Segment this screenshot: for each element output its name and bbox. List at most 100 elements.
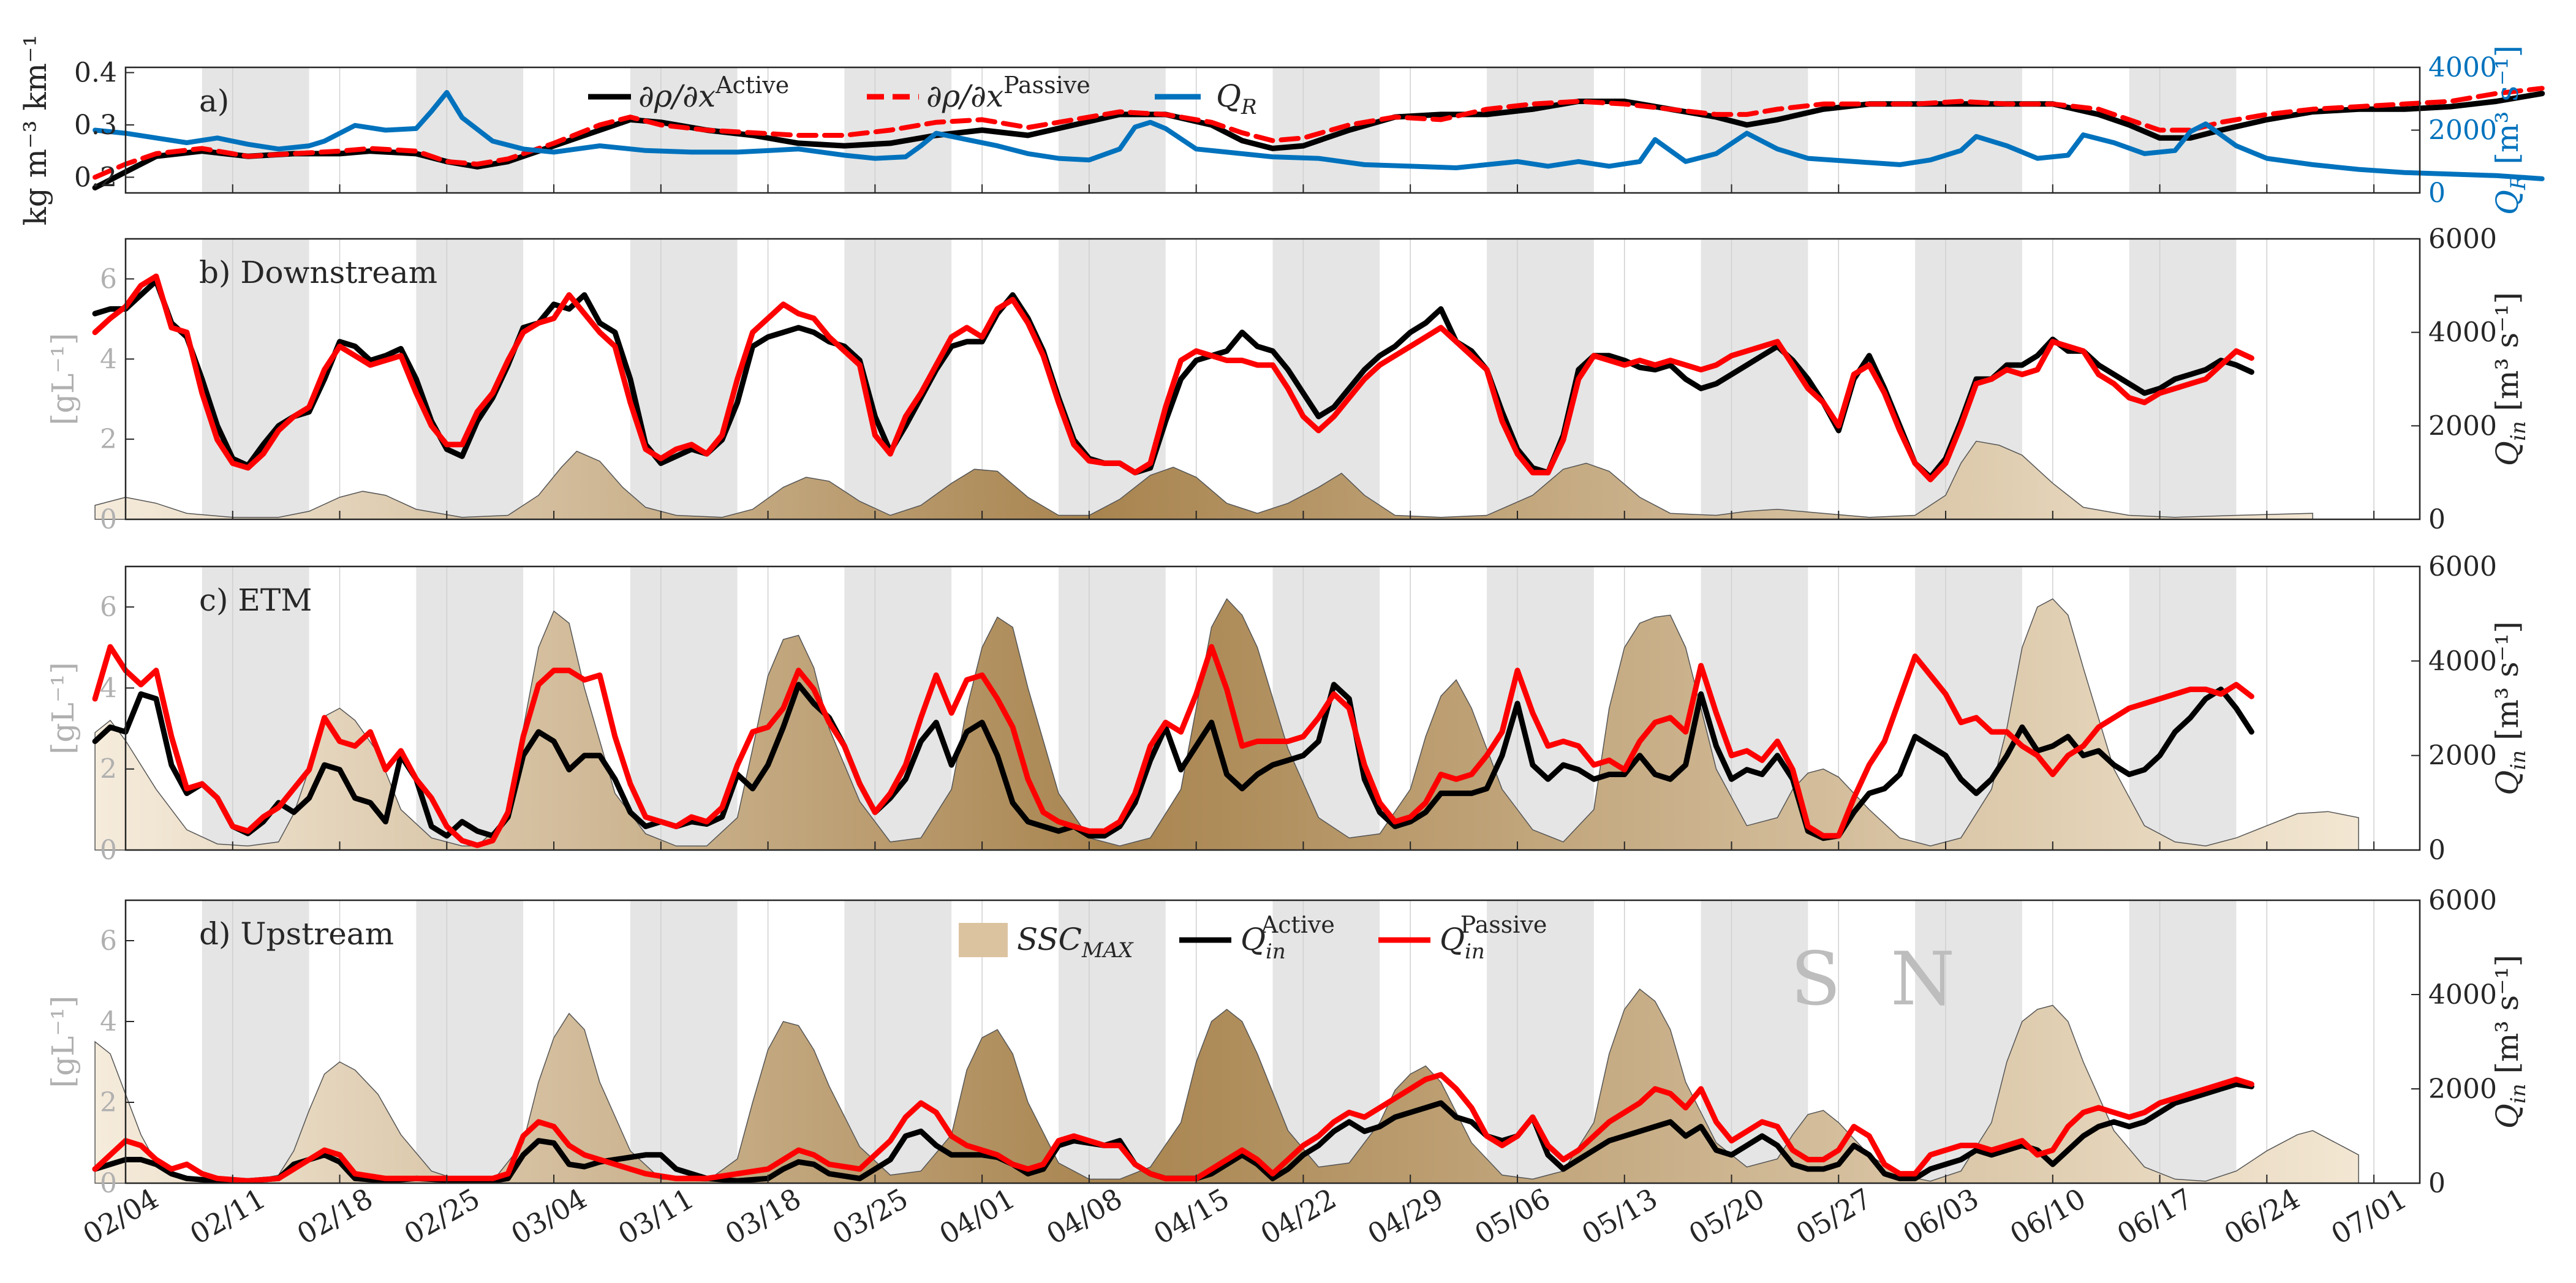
x-tick-label: 03/04 [505, 1182, 592, 1251]
y-tick-label-left: 0 [100, 504, 117, 535]
shade-band [202, 900, 309, 1183]
shade-band [416, 67, 524, 193]
y-tick-label-left: 2 [100, 754, 117, 785]
x-tick-label: 05/27 [1790, 1182, 1877, 1251]
y-tick-label-left: 2 [100, 424, 117, 455]
panel-title: c) ETM [199, 582, 312, 618]
shade-band [1272, 67, 1380, 193]
x-tick-label: 05/06 [1469, 1182, 1556, 1251]
ssc-max-area [94, 598, 2359, 851]
shade-band [630, 566, 738, 850]
shade-band [1701, 67, 1808, 193]
shade-band [844, 67, 952, 193]
shade-band [1487, 67, 1594, 193]
ssc-max-area [94, 988, 2359, 1184]
y-axis-label-left: [gL⁻¹] [45, 662, 81, 754]
x-tick-label: 04/15 [1148, 1182, 1235, 1251]
y-axis-label-right: Qin [m³ s⁻¹] [2490, 621, 2531, 795]
legend-swatch-ssc [959, 923, 1008, 957]
y-axis-label-left: [gL⁻¹] [45, 996, 81, 1088]
x-tick-label: 03/25 [826, 1182, 913, 1251]
x-tick-label: 02/25 [398, 1182, 485, 1251]
y-tick-label-right: 0 [2428, 178, 2446, 209]
x-tick-label: 04/08 [1041, 1182, 1128, 1251]
y-tick-label-right: 2000 [2428, 410, 2497, 442]
passive-line [93, 86, 2545, 180]
legend-label-passive: QinPassive [1440, 911, 1547, 964]
y-tick-label-left: 6 [100, 925, 117, 957]
panel-3: 0 2 4 6 0 2000 4000 6000 [gL⁻¹] Qin [m³ s⁻¹] c) ET… [45, 551, 2531, 866]
y-tick-label-right: 0 [2428, 1168, 2446, 1199]
legend-d: SSCMAX QinActive QinPassive [959, 911, 1547, 964]
shade-band [1701, 239, 1808, 519]
shade-band [1058, 566, 1166, 850]
y-tick-label-left: 0.2 [74, 162, 117, 193]
legend-label-qr: QR [1216, 78, 1257, 119]
y-tick-label-right: 4000 [2428, 317, 2497, 348]
y-tick-label-right: 6000 [2428, 224, 2497, 255]
shade-band [2129, 566, 2237, 850]
y-tick-label-right: 2000 [2428, 115, 2497, 146]
shade-band [630, 239, 738, 519]
y-tick-label-left: 0.4 [74, 58, 117, 89]
legend-label-active: QinActive [1241, 911, 1335, 964]
x-tick-label: 05/20 [1683, 1182, 1770, 1251]
axes-box [124, 565, 2421, 851]
y-axis-label-right: Qin [m³ s⁻¹] [2490, 955, 2531, 1129]
shade-band [1058, 67, 1166, 193]
panel-title: d) Upstream [199, 916, 394, 952]
y-tick-label-left: 0 [100, 1168, 117, 1199]
y-tick-label-right: 2000 [2428, 1074, 2497, 1105]
y-tick-label-left: 4 [100, 672, 117, 704]
y-tick-label-left: 4 [100, 1006, 117, 1037]
shade-band [2129, 900, 2237, 1183]
passive-line [92, 1072, 2254, 1184]
y-tick-label-right: 0 [2428, 504, 2446, 535]
y-tick-label-left: 2 [100, 1087, 117, 1118]
x-tick-label: 04/01 [934, 1182, 1021, 1251]
shade-band [844, 900, 952, 1183]
axes-box [124, 899, 2421, 1184]
legend-a: ∂ρ/∂xActive ∂ρ/∂xPassive QR [588, 72, 1257, 119]
ssc-max-area [94, 440, 2313, 520]
y-tick-label-right: 6000 [2428, 885, 2497, 916]
y-tick-label-left: 6 [100, 592, 117, 623]
y-axis-label-right: Qin [m³ s⁻¹] [2490, 292, 2531, 466]
y-tick-label-right: 2000 [2428, 740, 2497, 772]
y-tick-label-left: 6 [100, 263, 117, 295]
x-tick-label: 06/24 [2218, 1182, 2305, 1251]
legend-label-ssc: SSCMAX [1017, 922, 1134, 963]
legend-label-passive: ∂ρ/∂xPassive [926, 72, 1090, 114]
panel-title: a) [199, 83, 229, 119]
x-tick-label: 03/11 [613, 1182, 700, 1251]
active-line [92, 682, 2254, 841]
y-axis-label-left: [gL⁻¹] [45, 333, 81, 426]
panel-4: 0 2 4 6 0 2000 4000 6000 [gL⁻¹] Qin [m³ s⁻¹] d) Up… [45, 885, 2531, 1199]
panel-1: 0.2 0.3 0.4 0 2000 4000 kg m⁻³ km⁻¹ QR [m³ s⁻¹]… [18, 34, 2545, 226]
active-line [92, 1081, 2254, 1184]
x-tick-label: 06/17 [2112, 1182, 2199, 1251]
y-tick-label-left: 4 [100, 344, 117, 375]
shade-band [202, 239, 309, 519]
x-tick-label: 03/18 [720, 1182, 807, 1251]
y-axis-label-left: kg m⁻³ km⁻¹ [18, 34, 53, 225]
shade-band [1915, 67, 2022, 193]
y-tick-label-right: 0 [2428, 835, 2446, 866]
shade-band [630, 900, 738, 1183]
shade-band [844, 566, 952, 850]
x-tick-label: 02/11 [184, 1182, 271, 1251]
shade-band [1701, 900, 1808, 1183]
x-tick-label: 05/13 [1576, 1182, 1663, 1251]
y-tick-label-right: 4000 [2428, 645, 2497, 677]
y-tick-label-left: 0.3 [74, 110, 117, 141]
panel-title: b) Downstream [199, 255, 437, 290]
qr-line [93, 90, 2545, 181]
spring-marker: S [1791, 937, 1841, 1022]
shade-band [202, 67, 309, 193]
x-tick-label: 07/01 [2325, 1182, 2412, 1251]
y-tick-label-right: 4000 [2428, 52, 2497, 83]
y-tick-label-right: 6000 [2428, 551, 2497, 582]
shade-band [416, 900, 524, 1183]
y-tick-label-right: 4000 [2428, 979, 2497, 1010]
